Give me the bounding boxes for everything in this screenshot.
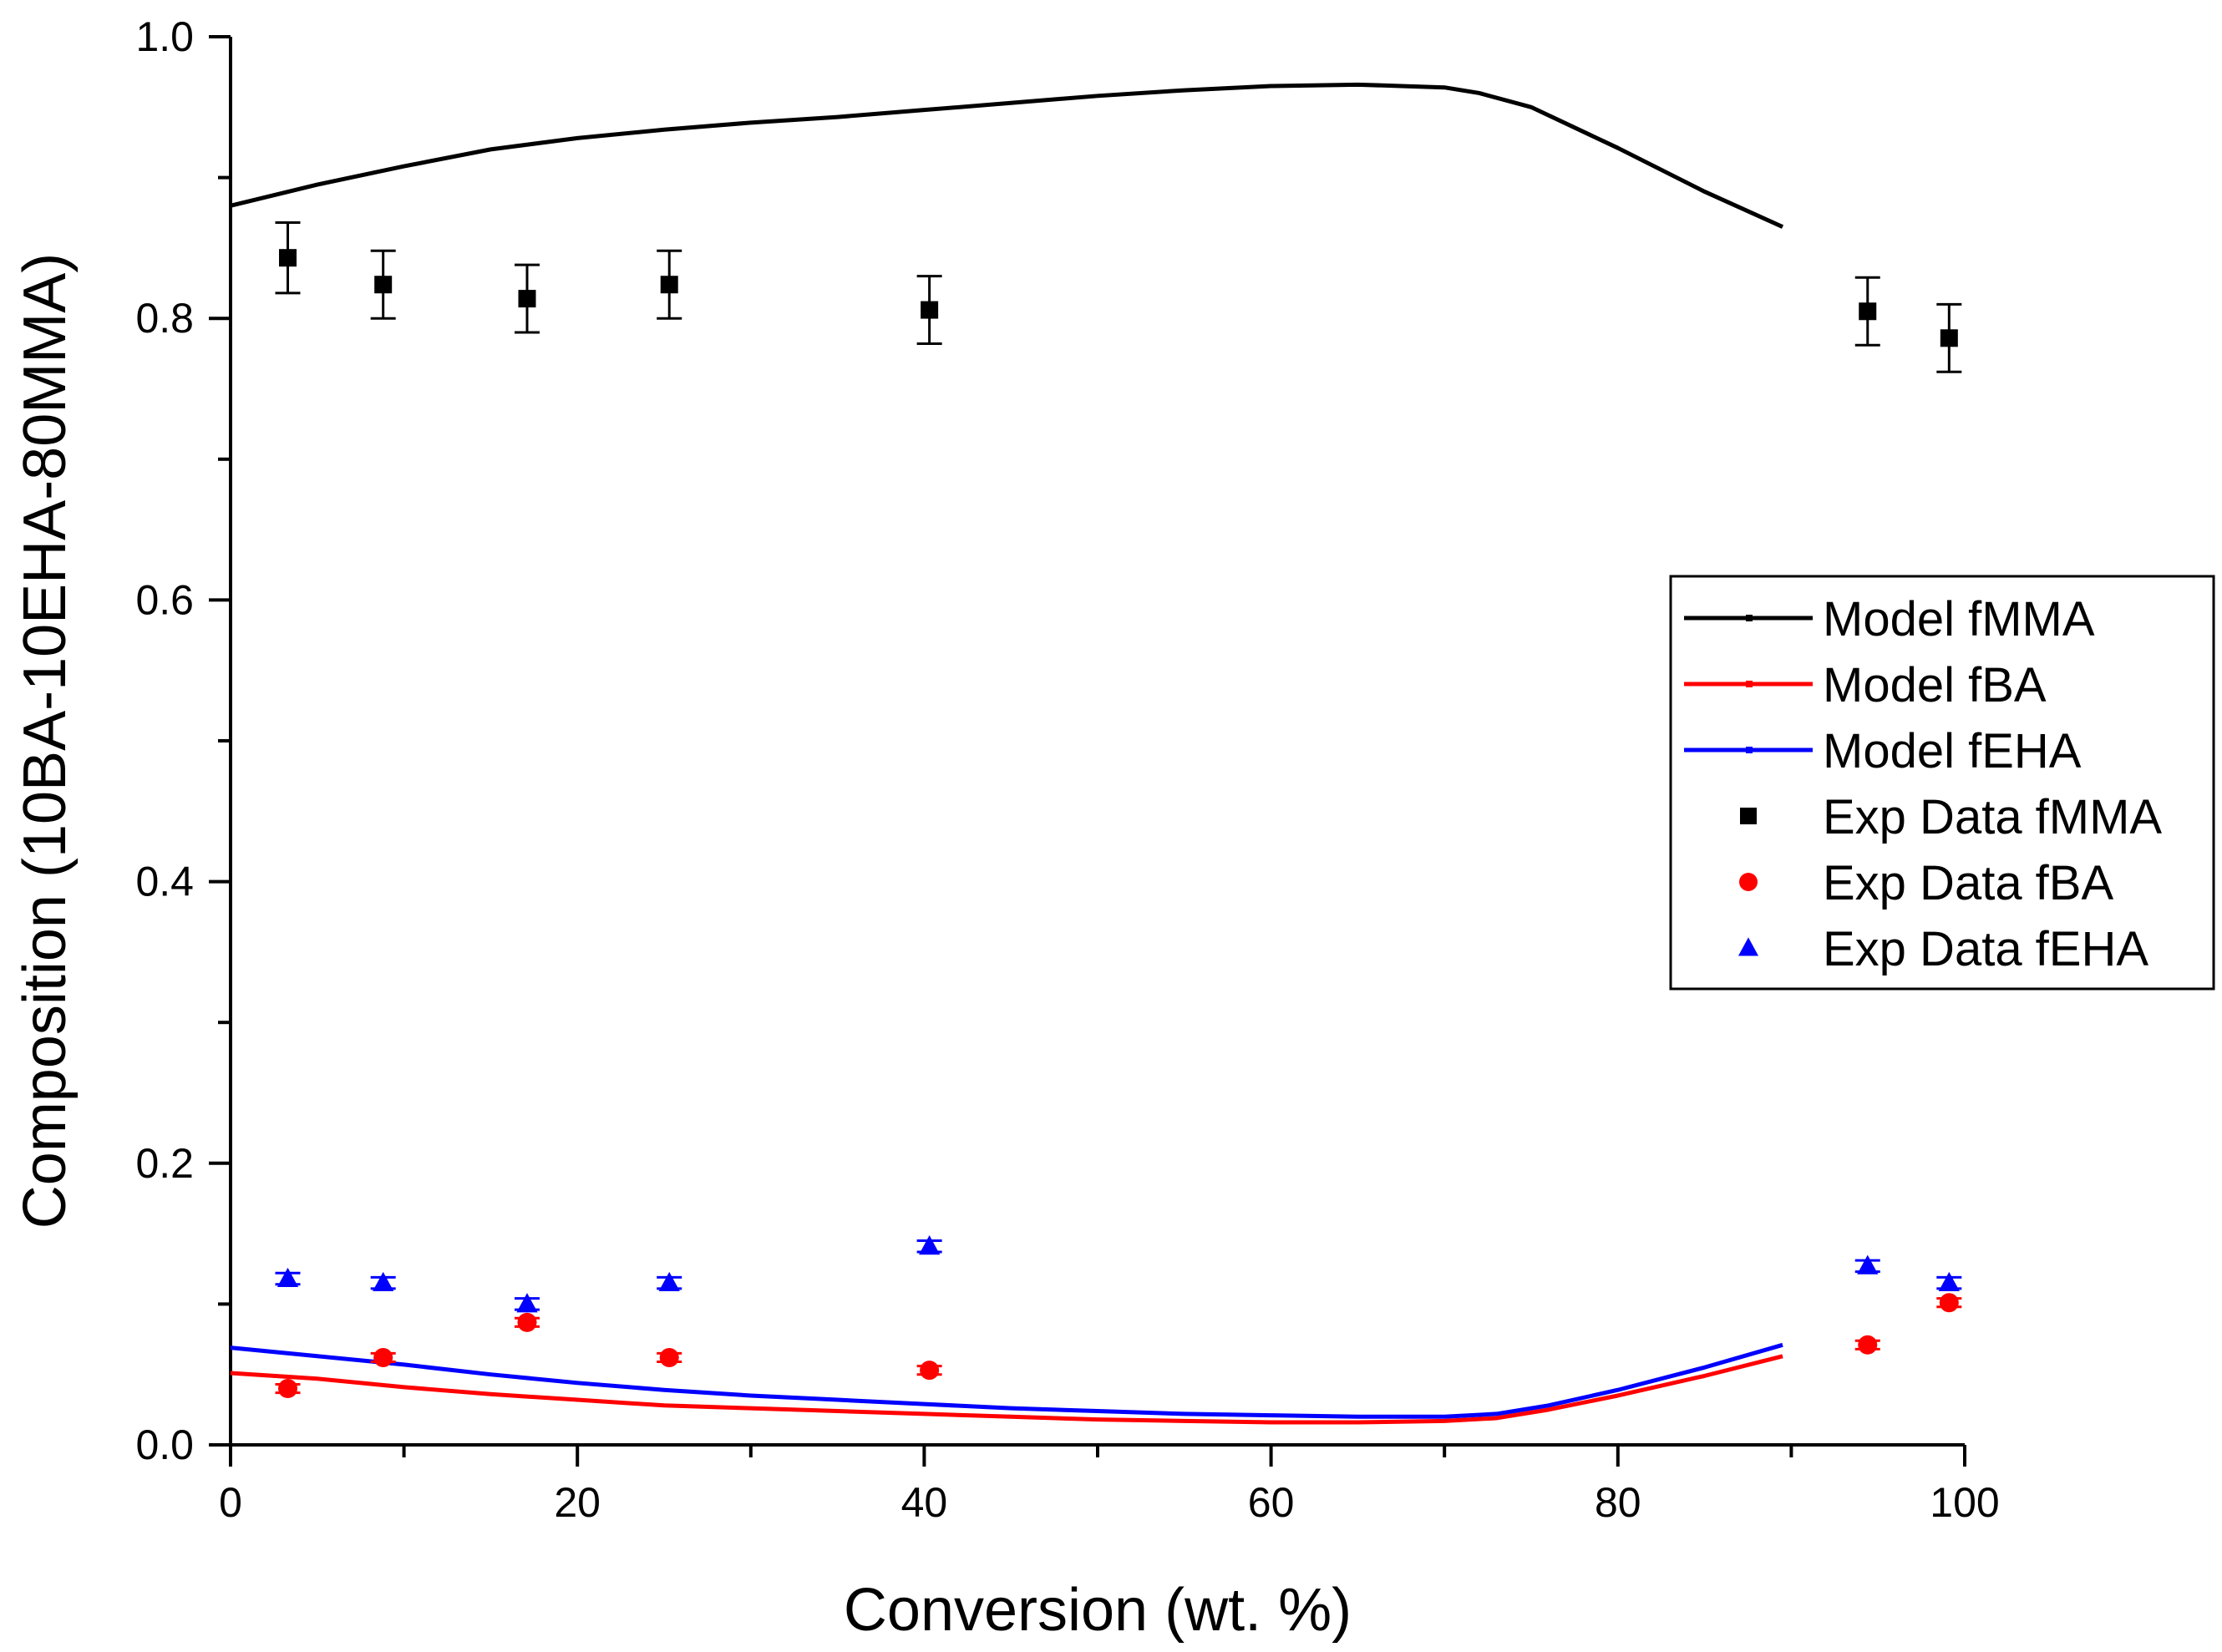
legend-entry: Model fMMA xyxy=(1684,592,2095,646)
series-layer xyxy=(230,82,1962,1425)
y-axis-title: Composition (10BA-10EHA-80MMA) xyxy=(12,253,79,1229)
y-tick-label: 0.4 xyxy=(135,859,194,905)
data-point xyxy=(516,1293,538,1313)
data-point xyxy=(1859,302,1877,321)
legend-entry: Exp Data fEHA xyxy=(1738,922,2148,976)
x-tick-label: 0 xyxy=(219,1479,242,1526)
series-model-fmma xyxy=(230,82,1784,229)
x-tick-label: 80 xyxy=(1595,1479,1641,1526)
legend-marker xyxy=(1740,808,1757,824)
data-point xyxy=(518,290,536,308)
legend-line-marker xyxy=(1746,681,1753,687)
data-point xyxy=(658,1271,680,1292)
legend-box xyxy=(1669,575,2215,991)
legend-entry: Model fEHA xyxy=(1684,724,2082,778)
legend: Model fMMA Model fBA Model fEHA Exp Data fM… xyxy=(1669,575,2215,991)
x-tick-label: 40 xyxy=(901,1479,948,1526)
x-tick-label: 100 xyxy=(1930,1479,1999,1526)
series-model-feha xyxy=(230,1342,1783,1419)
data-point xyxy=(276,1267,299,1287)
y-tick-label: 1.0 xyxy=(135,13,194,60)
data-point xyxy=(919,1235,941,1255)
y-tick-label: 0.0 xyxy=(135,1421,194,1468)
legend-marker xyxy=(1739,873,1758,891)
x-tick-label: 60 xyxy=(1248,1479,1295,1526)
legend-label: Exp Data fEHA xyxy=(1823,922,2148,976)
legend-label: Exp Data fBA xyxy=(1823,856,2113,910)
legend-label: Model fMMA xyxy=(1823,592,2095,646)
legend-entry: Model fBA xyxy=(1684,658,2047,712)
legend-marker xyxy=(1738,937,1758,956)
series-exp-data-fba xyxy=(275,1293,1962,1399)
data-point xyxy=(921,301,939,319)
axes: 0.0 0.2 0.4 0.6 0.8 1.0 0 20 40 60 80 100 xyxy=(135,13,1999,1526)
data-point xyxy=(659,1347,679,1367)
legend-label: Model fEHA xyxy=(1823,724,2082,778)
data-point xyxy=(660,276,678,294)
y-tick-label: 0.2 xyxy=(135,1140,194,1187)
legend-entry: Exp Data fMMA xyxy=(1740,790,2162,844)
legend-line-marker xyxy=(1746,747,1753,753)
data-point xyxy=(373,1347,393,1367)
legend-label: Model fBA xyxy=(1823,658,2047,712)
x-tick-label: 20 xyxy=(554,1479,601,1526)
data-point xyxy=(1858,1335,1878,1355)
y-tick-label: 0.8 xyxy=(135,295,194,342)
data-point xyxy=(374,276,393,294)
model-line xyxy=(230,82,1784,229)
data-point xyxy=(373,1271,394,1292)
data-point xyxy=(278,1379,298,1399)
data-point xyxy=(1857,1254,1879,1274)
series-model-fba xyxy=(230,1354,1783,1425)
data-point xyxy=(1939,1293,1959,1313)
y-tick-label: 0.6 xyxy=(135,576,194,623)
model-line xyxy=(230,1342,1783,1419)
series-exp-data-feha xyxy=(275,1235,1962,1313)
legend-label: Exp Data fMMA xyxy=(1823,790,2162,844)
data-point xyxy=(1940,329,1958,347)
model-line xyxy=(230,1354,1783,1425)
legend-entry: Exp Data fBA xyxy=(1739,856,2113,910)
legend-line-marker xyxy=(1746,615,1753,621)
x-axis-title: Conversion (wt. %) xyxy=(844,1577,1352,1644)
series-exp-data-fmma xyxy=(275,221,1962,373)
data-point xyxy=(279,249,297,267)
data-point xyxy=(920,1361,940,1381)
data-point xyxy=(1938,1271,1960,1292)
data-point xyxy=(517,1312,537,1332)
